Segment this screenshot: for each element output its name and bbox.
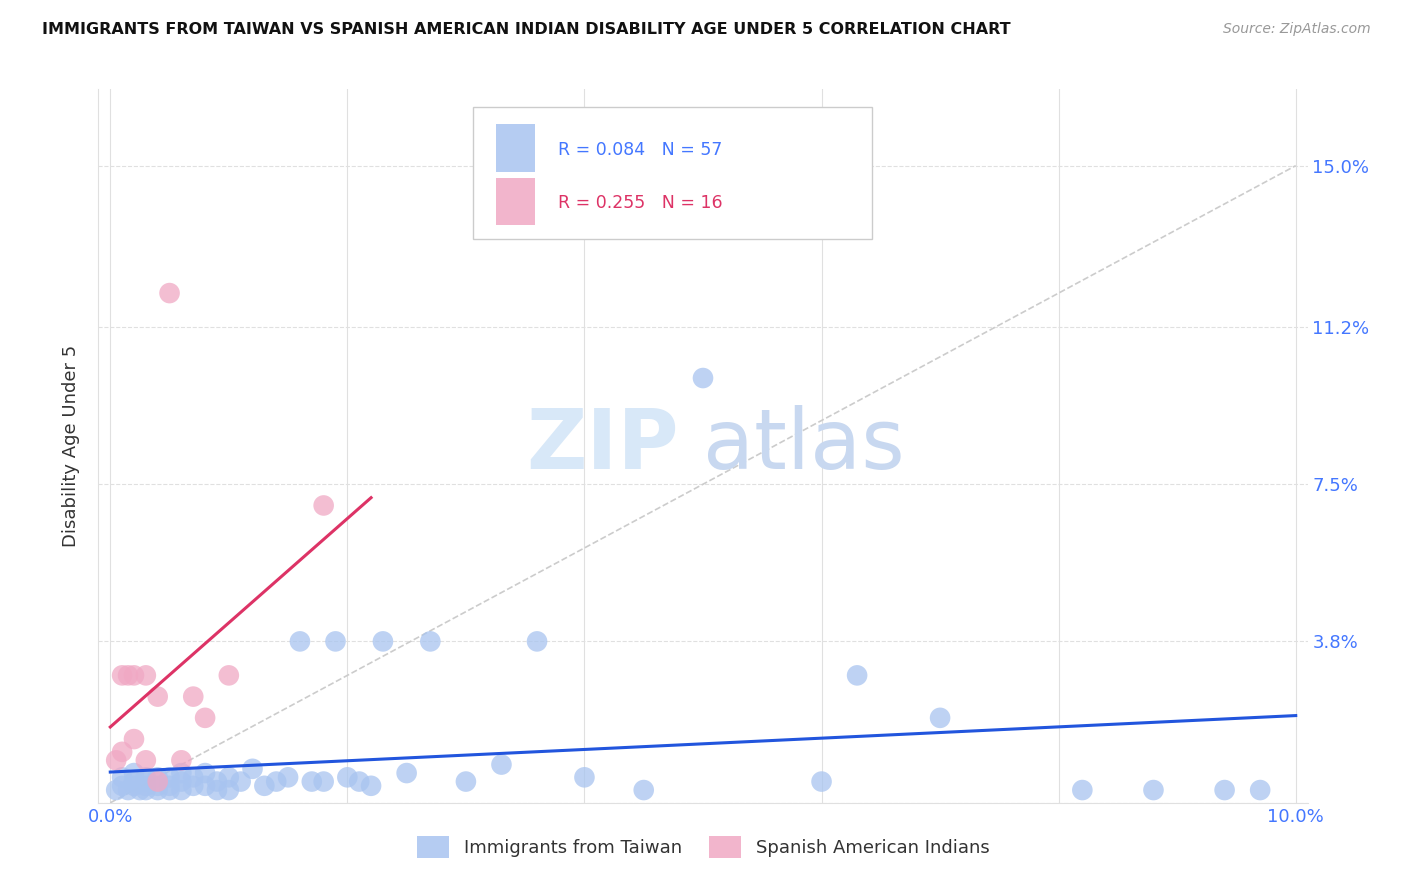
Point bbox=[205, 774, 228, 789]
Point bbox=[117, 783, 139, 797]
Point bbox=[371, 634, 394, 648]
Point bbox=[194, 711, 217, 725]
Point bbox=[181, 779, 204, 793]
Point bbox=[111, 770, 134, 784]
Point bbox=[194, 779, 217, 793]
Point bbox=[395, 766, 418, 780]
Point bbox=[111, 745, 134, 759]
Point bbox=[159, 779, 181, 793]
Point bbox=[526, 634, 548, 648]
Point bbox=[146, 779, 169, 793]
Point bbox=[181, 690, 204, 704]
Y-axis label: Disability Age Under 5: Disability Age Under 5 bbox=[62, 345, 80, 547]
Point bbox=[111, 668, 134, 682]
Point bbox=[288, 634, 311, 648]
Text: R = 0.255   N = 16: R = 0.255 N = 16 bbox=[558, 194, 723, 212]
Point bbox=[135, 779, 157, 793]
Point bbox=[105, 783, 128, 797]
Point bbox=[336, 770, 359, 784]
Point bbox=[159, 286, 181, 301]
Point bbox=[135, 774, 157, 789]
Point bbox=[146, 770, 169, 784]
Point bbox=[419, 634, 441, 648]
Point bbox=[491, 757, 513, 772]
Point bbox=[312, 774, 335, 789]
Legend: Immigrants from Taiwan, Spanish American Indians: Immigrants from Taiwan, Spanish American… bbox=[409, 829, 997, 865]
Point bbox=[218, 668, 240, 682]
Point bbox=[105, 753, 128, 767]
Point bbox=[135, 783, 157, 797]
Point bbox=[159, 770, 181, 784]
Point bbox=[135, 668, 157, 682]
Point bbox=[846, 668, 869, 682]
Point bbox=[146, 774, 169, 789]
Point bbox=[242, 762, 264, 776]
Point bbox=[810, 774, 832, 789]
Point bbox=[1142, 783, 1164, 797]
Point bbox=[1249, 783, 1271, 797]
Point bbox=[159, 783, 181, 797]
Point bbox=[135, 770, 157, 784]
Point bbox=[277, 770, 299, 784]
Point bbox=[122, 779, 145, 793]
Point bbox=[1213, 783, 1236, 797]
Point bbox=[253, 779, 276, 793]
Point bbox=[122, 766, 145, 780]
Point bbox=[929, 711, 952, 725]
FancyBboxPatch shape bbox=[496, 124, 534, 172]
Text: Source: ZipAtlas.com: Source: ZipAtlas.com bbox=[1223, 22, 1371, 37]
Point bbox=[325, 634, 347, 648]
Point bbox=[574, 770, 596, 784]
Point bbox=[170, 766, 193, 780]
Text: R = 0.084   N = 57: R = 0.084 N = 57 bbox=[558, 141, 723, 159]
Point bbox=[170, 774, 193, 789]
Point bbox=[1071, 783, 1094, 797]
Point bbox=[692, 371, 714, 385]
Point bbox=[135, 753, 157, 767]
FancyBboxPatch shape bbox=[474, 107, 872, 239]
Text: ZIP: ZIP bbox=[526, 406, 679, 486]
Text: IMMIGRANTS FROM TAIWAN VS SPANISH AMERICAN INDIAN DISABILITY AGE UNDER 5 CORRELA: IMMIGRANTS FROM TAIWAN VS SPANISH AMERIC… bbox=[42, 22, 1011, 37]
Point bbox=[454, 774, 477, 789]
Point bbox=[129, 783, 152, 797]
Point bbox=[218, 770, 240, 784]
Point bbox=[146, 690, 169, 704]
Point bbox=[181, 770, 204, 784]
Point bbox=[170, 783, 193, 797]
Point bbox=[360, 779, 382, 793]
Point bbox=[170, 753, 193, 767]
Point bbox=[218, 783, 240, 797]
Point bbox=[229, 774, 252, 789]
Point bbox=[122, 774, 145, 789]
Point bbox=[633, 783, 655, 797]
Point bbox=[301, 774, 323, 789]
Point bbox=[347, 774, 370, 789]
Point bbox=[117, 668, 139, 682]
FancyBboxPatch shape bbox=[496, 178, 534, 226]
Point bbox=[122, 732, 145, 747]
Point bbox=[312, 499, 335, 513]
Text: atlas: atlas bbox=[703, 406, 904, 486]
Point bbox=[111, 779, 134, 793]
Point bbox=[264, 774, 287, 789]
Point bbox=[194, 766, 217, 780]
Point bbox=[122, 668, 145, 682]
Point bbox=[146, 783, 169, 797]
Point bbox=[205, 783, 228, 797]
